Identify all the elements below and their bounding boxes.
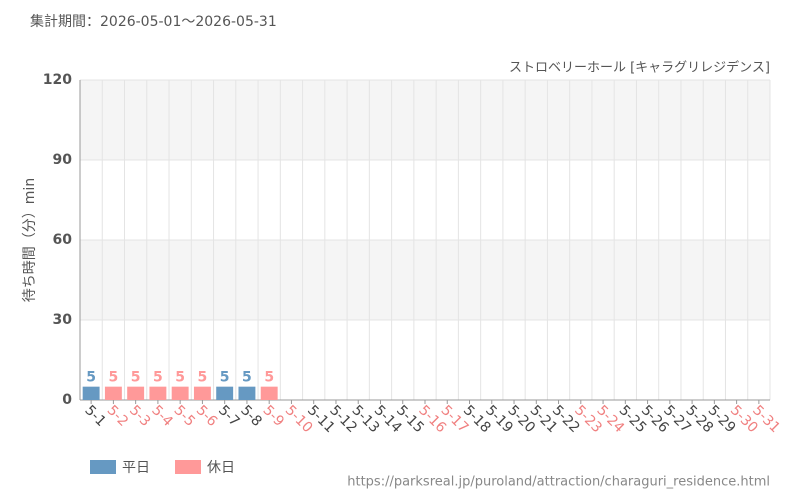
x-tick-label: 5-9	[260, 402, 287, 429]
x-tick-label: 5-7	[215, 402, 242, 429]
value-label: 5	[175, 370, 185, 386]
bar	[149, 386, 167, 400]
bar	[216, 386, 234, 400]
legend-swatch	[90, 460, 116, 474]
y-tick-label: 0	[62, 392, 72, 408]
bar	[238, 386, 256, 400]
x-tick-label: 5-1	[81, 402, 108, 429]
bar	[171, 386, 189, 400]
value-label: 5	[131, 370, 141, 386]
value-label: 5	[242, 370, 252, 386]
value-label: 5	[153, 370, 163, 386]
legend-swatch	[175, 460, 201, 474]
value-label: 5	[86, 370, 96, 386]
x-tick-label: 5-5	[171, 402, 198, 429]
x-tick-label: 5-4	[148, 402, 176, 430]
value-label: 5	[198, 370, 208, 386]
y-axis-label: 待ち時間（分）min	[22, 178, 38, 302]
bar	[260, 386, 278, 400]
y-tick-label: 120	[43, 72, 72, 88]
chart-subtitle: ストロベリーホール [キャラグリレジデンス]	[509, 60, 770, 76]
legend-label: 平日	[122, 460, 150, 476]
value-label: 5	[264, 370, 274, 386]
grid-band	[80, 240, 770, 320]
value-label: 5	[109, 370, 119, 386]
bar	[127, 386, 145, 400]
bar	[193, 386, 211, 400]
bar	[104, 386, 122, 400]
legend-label: 休日	[207, 460, 235, 476]
x-tick-label: 5-3	[126, 402, 153, 429]
chart-title: 集計期間：2026-05-01～2026-05-31	[30, 13, 277, 30]
source-url: https://parksreal.jp/puroland/attraction…	[347, 475, 770, 490]
y-tick-label: 60	[53, 232, 73, 248]
value-label: 5	[220, 370, 230, 386]
x-tick-label: 5-2	[104, 402, 131, 429]
x-tick-label: 5-8	[237, 402, 264, 429]
grid-band	[80, 80, 770, 160]
x-tick-label: 5-6	[193, 402, 221, 430]
y-tick-label: 90	[53, 152, 73, 168]
bar	[82, 386, 100, 400]
y-tick-label: 30	[53, 312, 73, 328]
